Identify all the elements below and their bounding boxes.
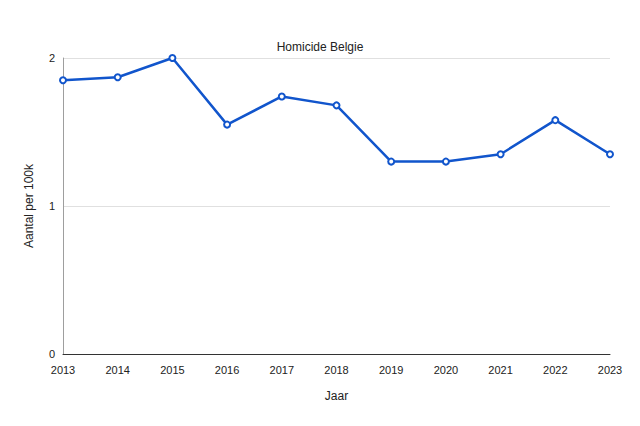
svg-text:2014: 2014 xyxy=(105,364,129,376)
svg-text:0: 0 xyxy=(49,348,55,360)
svg-text:2020: 2020 xyxy=(434,364,458,376)
svg-text:2013: 2013 xyxy=(51,364,75,376)
svg-text:2019: 2019 xyxy=(379,364,403,376)
svg-text:2018: 2018 xyxy=(324,364,348,376)
svg-text:Homicide Belgie: Homicide Belgie xyxy=(277,40,364,54)
svg-text:1: 1 xyxy=(49,200,55,212)
svg-text:2021: 2021 xyxy=(488,364,512,376)
svg-text:Jaar: Jaar xyxy=(325,389,348,403)
svg-text:2016: 2016 xyxy=(215,364,239,376)
svg-text:2015: 2015 xyxy=(160,364,184,376)
svg-text:Aantal per 100k: Aantal per 100k xyxy=(22,163,36,248)
svg-text:2017: 2017 xyxy=(270,364,294,376)
svg-text:2022: 2022 xyxy=(543,364,567,376)
svg-text:2: 2 xyxy=(49,52,55,64)
svg-text:2023: 2023 xyxy=(598,364,622,376)
